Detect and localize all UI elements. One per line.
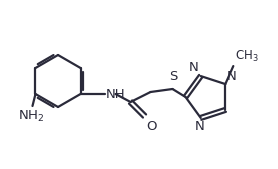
Text: N: N <box>189 61 199 74</box>
Text: CH$_3$: CH$_3$ <box>235 49 259 64</box>
Text: S: S <box>169 70 178 83</box>
Text: NH$_2$: NH$_2$ <box>18 109 45 124</box>
Text: NH: NH <box>106 89 125 102</box>
Text: N: N <box>226 70 236 83</box>
Text: O: O <box>147 120 157 133</box>
Text: N: N <box>195 120 205 133</box>
